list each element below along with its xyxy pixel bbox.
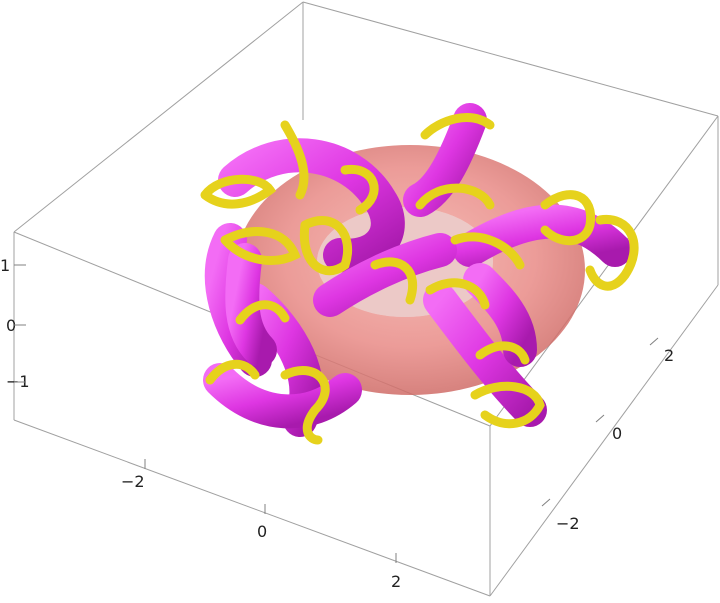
y-tick-label: 0 — [612, 424, 622, 443]
x-axis-ticks: −2 0 2 — [121, 472, 401, 591]
x-tick-label: 0 — [257, 522, 267, 541]
x-tick-label: −2 — [121, 472, 145, 491]
yellow-tube — [200, 113, 639, 445]
z-tick-label: 1 — [0, 256, 10, 275]
magenta-tube — [203, 103, 632, 437]
z-tick-label: 0 — [6, 316, 16, 335]
y-tick-label: 2 — [664, 346, 674, 365]
x-tick-label: 2 — [391, 572, 401, 591]
tick-marks — [14, 264, 659, 563]
y-tick-label: −2 — [556, 514, 580, 533]
z-axis-ticks: 1 0 −1 — [0, 256, 30, 391]
y-axis-ticks: 2 0 −2 — [556, 346, 674, 533]
